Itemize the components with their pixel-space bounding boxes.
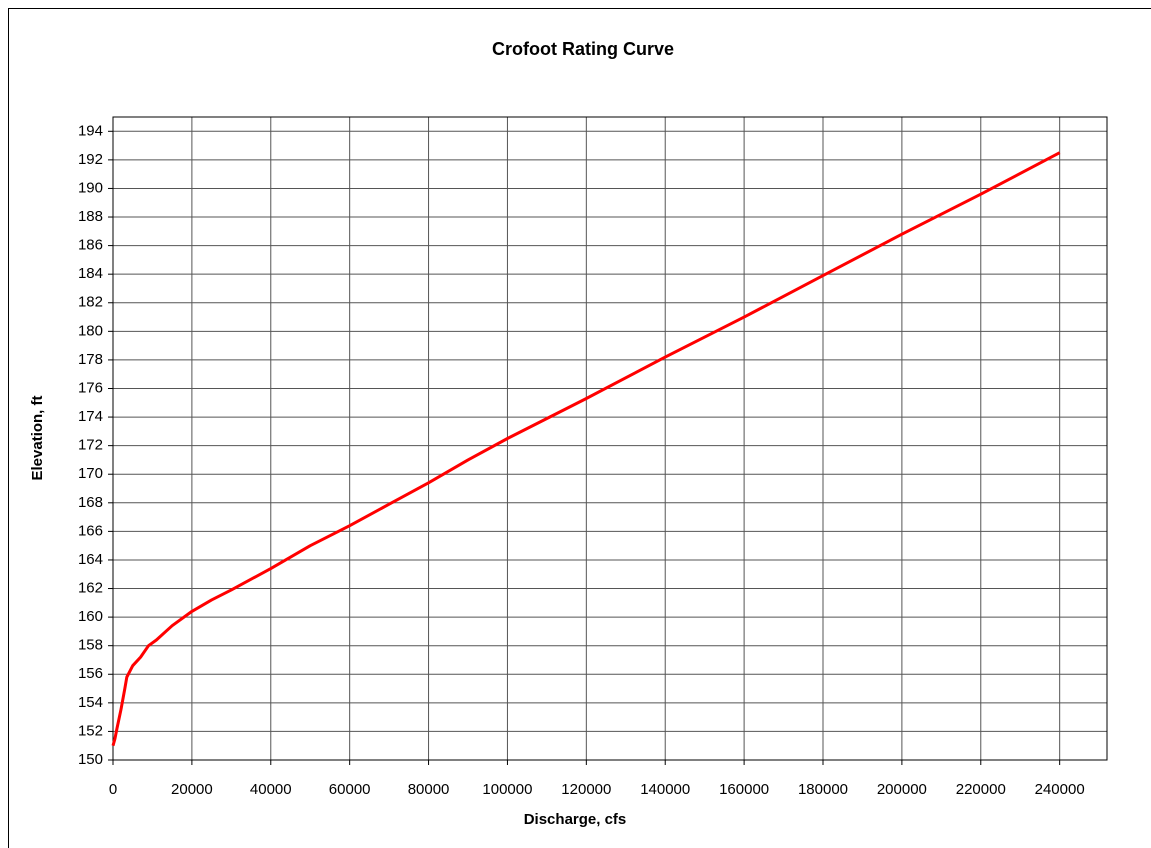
y-tick-label: 182: [78, 294, 103, 311]
chart-title: Crofoot Rating Curve: [492, 39, 674, 59]
y-tick-label: 172: [78, 437, 103, 454]
x-tick-label: 160000: [719, 781, 769, 798]
y-tick-label: 184: [78, 265, 103, 282]
y-tick-label: 162: [78, 580, 103, 597]
y-tick-label: 190: [78, 179, 103, 196]
y-tick-label: 164: [78, 551, 103, 568]
x-tick-label: 60000: [329, 781, 371, 798]
x-tick-label: 220000: [956, 781, 1006, 798]
x-tick-label: 20000: [171, 781, 213, 798]
x-tick-label: 80000: [408, 781, 450, 798]
y-tick-label: 150: [78, 751, 103, 768]
y-tick-label: 152: [78, 722, 103, 739]
y-axis-label: Elevation, ft: [29, 395, 46, 480]
y-tick-label: 178: [78, 351, 103, 368]
y-tick-label: 194: [78, 122, 103, 139]
x-tick-label: 180000: [798, 781, 848, 798]
x-tick-label: 0: [109, 781, 117, 798]
y-tick-label: 170: [78, 465, 103, 482]
x-tick-label: 100000: [482, 781, 532, 798]
y-tick-label: 180: [78, 322, 103, 339]
data-line: [111, 151, 1061, 747]
y-tick-label: 166: [78, 522, 103, 539]
y-tick-label: 186: [78, 237, 103, 254]
x-tick-label: 200000: [877, 781, 927, 798]
y-tick-label: 156: [78, 665, 103, 682]
x-axis-label: Discharge, cfs: [524, 811, 627, 828]
x-tick-label: 120000: [561, 781, 611, 798]
y-tick-label: 160: [78, 608, 103, 625]
y-tick-label: 176: [78, 379, 103, 396]
x-tick-label: 240000: [1035, 781, 1085, 798]
y-tick-label: 188: [78, 208, 103, 225]
y-tick-label: 168: [78, 494, 103, 511]
y-tick-label: 158: [78, 637, 103, 654]
plot-border: [112, 116, 1108, 761]
y-tick-label: 174: [78, 408, 103, 425]
x-tick-label: 140000: [640, 781, 690, 798]
y-tick-label: 192: [78, 151, 103, 168]
x-tick-label: 40000: [250, 781, 292, 798]
plot-area: [112, 116, 1108, 761]
y-tick-label: 154: [78, 694, 103, 711]
